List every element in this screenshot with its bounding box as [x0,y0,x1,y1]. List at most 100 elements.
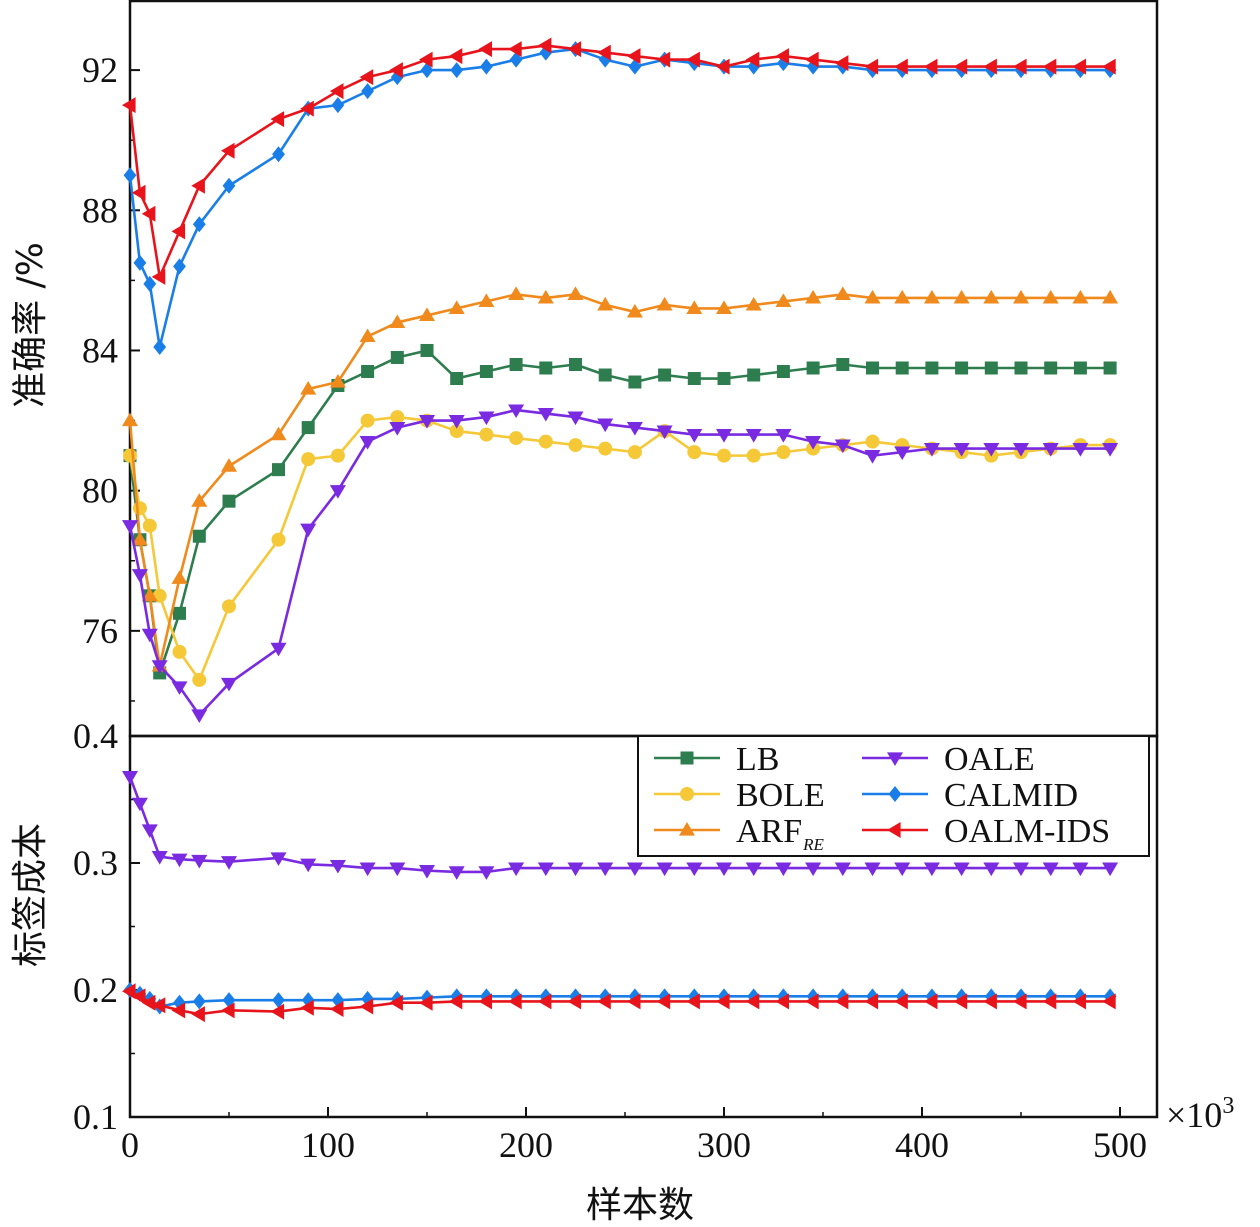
point-oalm-ids-35 [1102,58,1116,75]
point-arf-27 [864,289,881,304]
plot-frame [128,0,1159,1119]
point-oalm-ids-8 [300,999,314,1016]
point-oalm-ids-27 [864,993,879,1010]
series-line-oalm-ids [128,44,1111,279]
point-lb-29 [925,361,939,375]
point-arf-4 [171,570,188,584]
x-tick-label-500: 500 [1093,1125,1147,1165]
point-oalm-ids-31 [983,58,997,75]
point-arf-8 [300,381,317,395]
point-oale-5 [191,709,208,723]
point-bole-16 [538,434,553,449]
legend-label-subscript: RE [802,835,824,854]
point-oale-34 [1072,862,1089,877]
point-oalm-ids-18 [597,44,611,61]
point-bole-6 [222,599,236,614]
point-arf-20 [656,296,673,311]
point-oale-22 [716,428,732,443]
legend-item-bole: BOLE [654,777,825,814]
point-lb-25 [806,361,820,375]
point-oalm-ids-20 [656,51,671,68]
point-lb-16 [539,361,553,375]
point-oalm-ids-8 [300,100,314,117]
point-oalm-ids-15 [508,993,522,1010]
point-oale-9 [329,485,346,499]
point-lb-30 [955,361,969,375]
point-arf-0 [122,412,138,427]
point-lb-28 [895,361,909,375]
series-line-lb [128,349,1111,675]
point-oalm-ids-23 [745,993,760,1010]
axis-ticks: 0 100 200 300 400 500 76 80 84 88 92 0.1 0.2 0.3 0.4 [73,50,1147,1165]
y-tick-label-accuracy-76: 76 [82,611,118,651]
point-oalm-ids-28 [894,58,908,75]
point-lb-22 [717,372,731,386]
point-oalm-ids-19 [626,48,641,65]
point-oale-17 [567,862,584,877]
point-calmid-0 [123,167,137,184]
series-layer [122,37,1119,1023]
y-tick-label-label_cost-0.2: 0.2 [73,970,118,1010]
point-oale-31 [983,862,1000,877]
y-tick-label-accuracy-84: 84 [82,330,118,370]
series-line-oale [128,776,1111,874]
point-oale-0 [122,520,138,534]
point-lb-33 [1044,361,1058,375]
point-oalm-ids-11 [389,62,403,79]
point-calmid-12 [420,989,434,1006]
point-oale-5 [191,854,208,869]
point-oale-33 [1042,443,1059,457]
point-oalm-ids-22 [716,993,730,1010]
point-lb-35 [1103,361,1117,375]
point-oale-28 [894,862,911,877]
point-bole-2 [142,518,157,533]
point-lb-17 [569,357,582,371]
point-calmid-7 [272,992,285,1009]
point-oalm-ids-6 [221,1002,235,1019]
point-lb-11 [390,350,404,364]
point-arf-23 [745,296,762,311]
point-oale-21 [686,428,703,443]
point-oalm-ids-28 [894,993,908,1010]
series-line-oale [128,408,1111,717]
point-arf-17 [567,286,584,300]
point-lb-34 [1073,361,1087,375]
point-arf-29 [923,289,940,304]
point-oale-3 [151,660,168,674]
point-bole-11 [390,410,405,425]
point-oale-31 [983,443,1000,457]
point-oale-1 [131,569,148,583]
point-oale-13 [448,414,465,429]
point-oale-23 [745,862,762,877]
point-oalm-ids-13 [448,993,463,1010]
legend-label-bole: BOLE [736,777,825,814]
point-oale-16 [537,407,554,422]
point-bole-10 [360,413,375,428]
legend-item-lb: LB [654,741,779,778]
y-axis-title-label-cost: 标签成本 [10,823,51,967]
point-oalm-ids-30 [953,58,968,75]
point-arf-12 [419,307,435,322]
legend-label-calmid: CALMID [944,777,1078,814]
point-calmid-9 [331,97,345,114]
point-oalm-ids-7 [270,1003,285,1020]
point-oale-8 [300,858,317,873]
point-oale-12 [419,414,435,429]
point-bole-23 [746,448,761,463]
point-oalm-ids-11 [389,994,403,1011]
legend-marker-bole [680,787,694,801]
point-oale-33 [1042,862,1059,877]
point-oale-16 [537,862,554,877]
point-arf-13 [448,300,465,315]
point-oalm-ids-0 [122,97,136,114]
point-bole-27 [865,434,880,449]
point-bole-4 [172,644,187,659]
point-lb-31 [984,361,998,375]
point-oalm-ids-21 [686,51,700,68]
point-oale-14 [478,866,495,880]
point-calmid-4 [173,258,186,275]
point-oalm-ids-26 [834,55,849,72]
point-oale-22 [716,862,732,877]
x-tick-label-0: 0 [121,1125,139,1165]
point-oale-34 [1072,443,1089,457]
